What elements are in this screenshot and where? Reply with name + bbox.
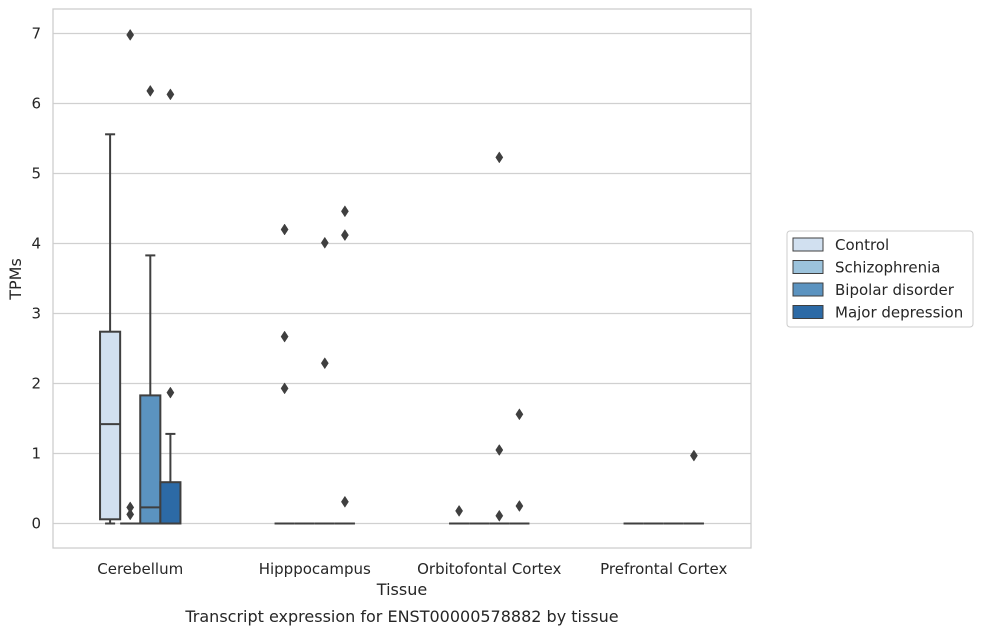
outlier-point bbox=[280, 223, 289, 236]
outlier-point bbox=[166, 88, 175, 101]
outlier-point bbox=[341, 229, 349, 242]
box-major-depression bbox=[159, 432, 182, 525]
outlier-point bbox=[341, 205, 349, 218]
outlier-point bbox=[126, 508, 135, 521]
outlier-point bbox=[126, 28, 135, 41]
legend-swatch bbox=[792, 282, 824, 297]
y-tick-label: 3 bbox=[31, 305, 41, 323]
outlier-point bbox=[166, 386, 175, 399]
x-tick-label: Prefrontal Cortex bbox=[600, 560, 727, 578]
outlier-point bbox=[690, 449, 698, 462]
outlier-point bbox=[320, 236, 329, 249]
y-tick-labels: 0 1 2 3 4 5 6 7 bbox=[31, 25, 41, 533]
outlier-point bbox=[280, 382, 289, 395]
outlier-point bbox=[515, 500, 524, 512]
legend-label: Control bbox=[835, 236, 889, 254]
outlier-points bbox=[126, 28, 698, 522]
y-tick-label: 5 bbox=[31, 165, 41, 183]
x-tick-labels: Cerebellum Hipppocampus Orbitofontal Corte… bbox=[97, 560, 727, 578]
y-axis-title: TPMs bbox=[6, 258, 25, 301]
legend-label: Major depression bbox=[835, 304, 963, 322]
box-bipolar-disorder bbox=[139, 254, 162, 525]
y-tick-label: 6 bbox=[31, 95, 41, 113]
outlier-point bbox=[341, 495, 349, 508]
legend-swatch bbox=[792, 237, 824, 252]
outlier-point bbox=[495, 509, 504, 522]
outlier-point bbox=[146, 84, 155, 97]
boxes bbox=[99, 133, 704, 525]
outlier-point bbox=[455, 504, 463, 517]
y-tick-label: 4 bbox=[31, 235, 41, 253]
y-tick-label: 1 bbox=[31, 445, 41, 463]
plot-area-frame bbox=[52, 8, 752, 549]
legend-swatch bbox=[792, 260, 824, 274]
chart-caption: Transcript expression for ENST0000057888… bbox=[184, 607, 618, 626]
legend: Control Schizophrenia Bipolar disorder Majo… bbox=[786, 230, 974, 328]
outlier-point bbox=[320, 357, 329, 370]
x-tick-label: Hipppocampus bbox=[259, 560, 371, 578]
y-tick-label: 2 bbox=[31, 375, 41, 393]
box-control bbox=[99, 133, 122, 525]
x-tick-label: Cerebellum bbox=[97, 560, 183, 578]
y-tick-label: 0 bbox=[31, 515, 41, 533]
outlier-point bbox=[280, 330, 289, 343]
x-axis-title: Tissue bbox=[376, 580, 427, 599]
box-body bbox=[159, 481, 182, 525]
outlier-point bbox=[515, 408, 524, 421]
box-body bbox=[99, 330, 122, 521]
x-tick-label: Orbitofontal Cortex bbox=[417, 560, 561, 578]
y-tick-label: 7 bbox=[31, 25, 41, 43]
legend-label: Bipolar disorder bbox=[835, 281, 955, 299]
legend-label: Schizophrenia bbox=[835, 259, 940, 277]
box-body bbox=[139, 394, 162, 525]
outlier-point bbox=[495, 151, 504, 164]
legend-swatch bbox=[792, 305, 824, 319]
gridlines bbox=[53, 32, 751, 525]
legend-frame bbox=[786, 230, 974, 328]
outlier-point bbox=[126, 501, 135, 514]
outlier-point bbox=[495, 444, 504, 456]
